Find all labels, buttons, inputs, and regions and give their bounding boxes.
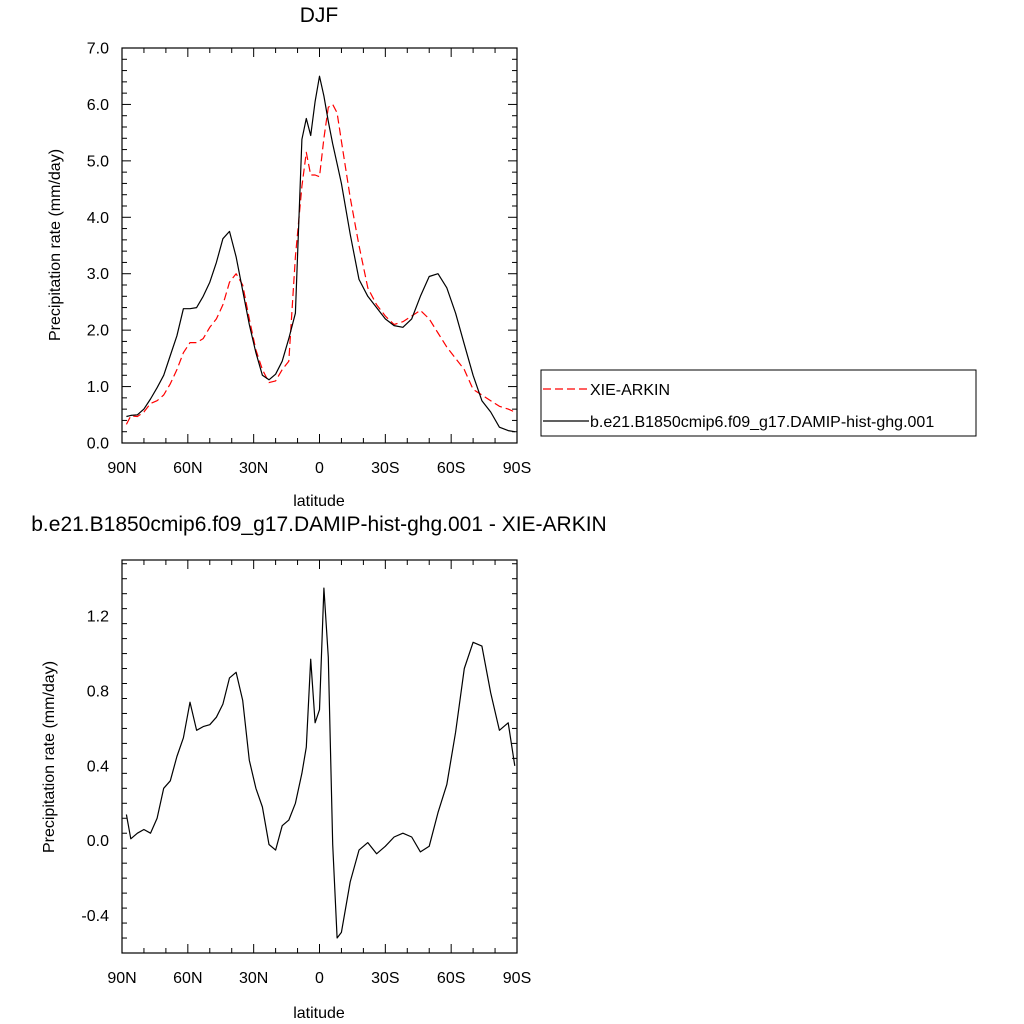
x-axis-label: latitude (293, 493, 345, 510)
x-axis-ticks: 90N 60N 30N 0 30S 60S 90S (107, 560, 531, 987)
y-tick-label: 4.0 (87, 210, 109, 227)
panel-top-djf: DJF 0.0 1.0 2.0 3.0 4.0 5.0 6.0 7.0 90N 60N 30N 0 3… (47, 4, 531, 510)
y-axis-ticks: 0.0 1.0 2.0 3.0 4.0 5.0 6.0 7.0 (87, 41, 517, 453)
y-tick-label: -0.4 (81, 908, 109, 925)
x-tick-label: 90N (107, 460, 136, 477)
x-tick-label: 30N (239, 460, 268, 477)
x-tick-label: 90S (503, 970, 531, 987)
y-axis-label: Precipitation rate (mm/day) (41, 661, 58, 853)
x-tick-label: 30N (239, 970, 268, 987)
y-axis-ticks: -0.4 0.0 0.4 0.8 1.2 (81, 563, 517, 954)
y-tick-label: 2.0 (87, 323, 109, 340)
y-tick-label: 5.0 (87, 153, 109, 170)
legend-label-xie-arkin: XIE-ARKIN (590, 382, 670, 399)
y-tick-label: 3.0 (87, 266, 109, 283)
x-tick-label: 60N (173, 460, 202, 477)
series-lines (125, 587, 516, 939)
legend-label-model: b.e21.B1850cmip6.f09_g17.DAMIP-hist-ghg.… (590, 414, 934, 431)
x-tick-label: 90S (503, 460, 531, 477)
x-tick-label: 0 (315, 970, 324, 987)
series-line-xie-arkin (125, 103, 516, 425)
x-tick-label: 90N (107, 970, 136, 987)
y-tick-label: 0.0 (87, 833, 109, 850)
x-tick-label: 60S (437, 970, 465, 987)
x-tick-label: 60N (173, 970, 202, 987)
series-lines (125, 75, 516, 433)
y-tick-label: 0.4 (87, 758, 109, 775)
chart-title: DJF (300, 4, 339, 27)
plot-frame (121, 47, 518, 444)
legend-box (540, 369, 977, 437)
y-tick-label: 7.0 (87, 41, 109, 58)
y-tick-label: 6.0 (87, 97, 109, 114)
legend: XIE-ARKIN b.e21.B1850cmip6.f09_g17.DAMIP… (540, 369, 977, 437)
chart-title: b.e21.B1850cmip6.f09_g17.DAMIP-hist-ghg.… (31, 513, 606, 536)
y-tick-label: 1.0 (87, 379, 109, 396)
y-tick-label: 0.8 (87, 684, 109, 701)
x-tick-label: 30S (371, 970, 399, 987)
x-axis-label: latitude (293, 1005, 345, 1022)
x-tick-label: 30S (371, 460, 399, 477)
x-tick-label: 0 (315, 460, 324, 477)
y-axis-label: Precipitation rate (mm/day) (47, 149, 64, 341)
plot-frame (121, 559, 518, 954)
y-tick-label: 1.2 (87, 609, 109, 626)
y-tick-label: 0.0 (87, 436, 109, 453)
panel-bottom-difference: b.e21.B1850cmip6.f09_g17.DAMIP-hist-ghg.… (31, 513, 606, 1022)
series-line-model (126, 75, 515, 433)
series-line-difference (125, 587, 516, 939)
x-tick-label: 60S (437, 460, 465, 477)
x-axis-ticks: 90N 60N 30N 0 30S 60S 90S (107, 48, 531, 477)
